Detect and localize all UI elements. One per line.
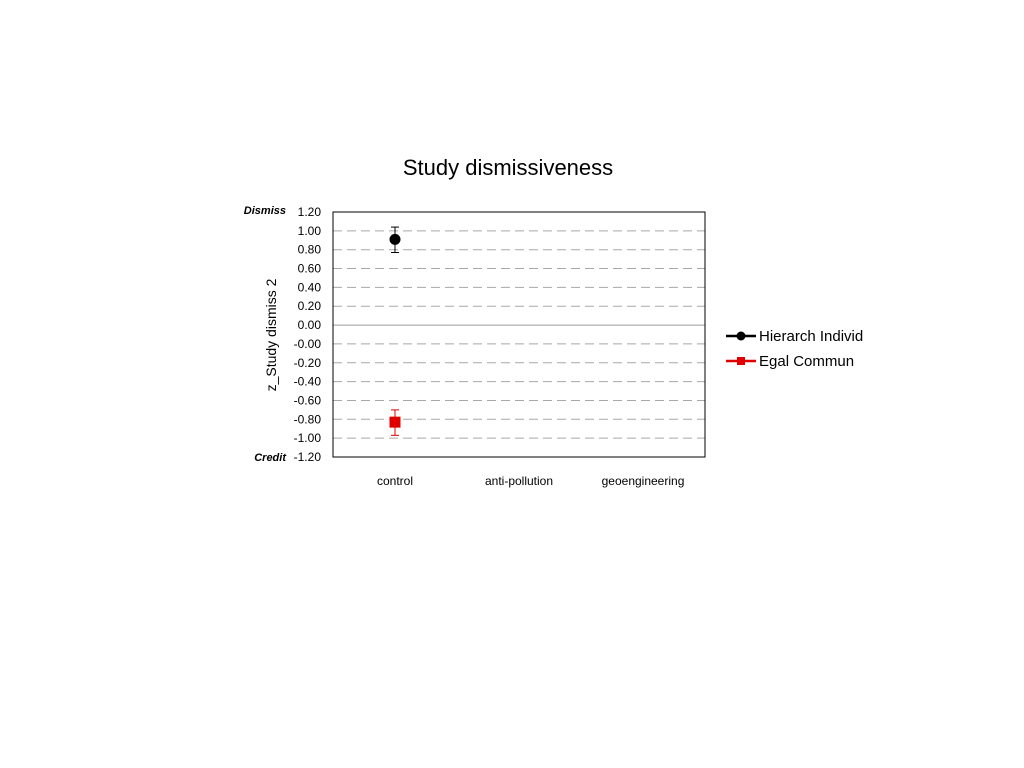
- x-category-label: anti-pollution: [485, 474, 553, 488]
- y-tick-label: 0.60: [298, 262, 322, 276]
- y-axis-label: z_Study dismiss 2: [263, 278, 279, 391]
- y-tick-label: -0.00: [294, 337, 322, 351]
- plot-area: [332, 211, 706, 458]
- y-tick-label: 0.40: [298, 280, 322, 294]
- x-category-label: control: [377, 474, 413, 488]
- y-tick-label: -0.80: [294, 412, 322, 426]
- data-point: [389, 416, 401, 428]
- y-tick-label: 1.00: [298, 224, 322, 238]
- data-series: [389, 226, 401, 436]
- x-axis-categories: control anti-pollution geoengineering: [377, 474, 684, 488]
- y-tick-label: 1.20: [298, 205, 322, 219]
- y-tick-label: 0.00: [298, 318, 322, 332]
- y-tick-label: -1.20: [294, 450, 322, 464]
- y-tick-label: -1.00: [294, 431, 322, 445]
- legend-label: Egal Commun: [759, 353, 854, 370]
- y-top-annotation: Dismiss: [244, 205, 286, 217]
- y-tick-label: 0.20: [298, 299, 322, 313]
- y-bottom-annotation: Credit: [254, 452, 287, 464]
- y-axis-ticks: 1.20 1.00 0.80 0.60 0.40 0.20 0.00 -0.00 -0.20 -0…: [294, 205, 322, 464]
- legend: Hierarch Individ Egal Commun: [726, 328, 863, 370]
- x-category-label: geoengineering: [602, 474, 685, 488]
- legend-label: Hierarch Individ: [759, 328, 863, 345]
- y-tick-label: -0.40: [294, 375, 322, 389]
- data-point: [389, 233, 401, 245]
- chart-title: Study dismissiveness: [403, 155, 613, 180]
- legend-marker: [737, 357, 745, 365]
- y-tick-label: -0.60: [294, 393, 322, 407]
- y-tick-label: -0.20: [294, 356, 322, 370]
- y-tick-label: 0.80: [298, 243, 322, 257]
- legend-marker: [736, 331, 746, 341]
- gridlines: [333, 230, 705, 439]
